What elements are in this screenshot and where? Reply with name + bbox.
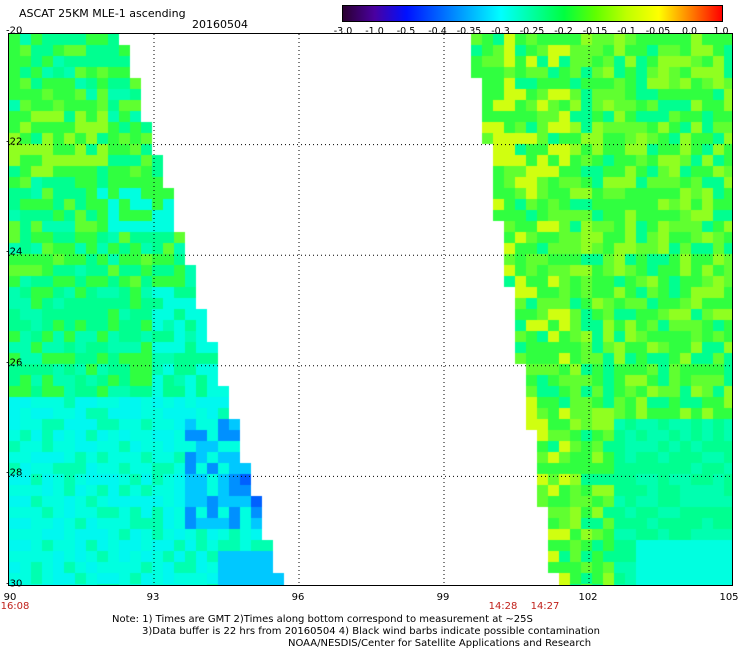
longitude-tick-label: 93 bbox=[146, 592, 160, 603]
colorbar-label: -0.35 bbox=[456, 26, 482, 37]
colorbar-label: -0.1 bbox=[617, 26, 636, 37]
colorbar-label: -0.05 bbox=[645, 26, 671, 37]
colorbar-label: -0.3 bbox=[491, 26, 510, 37]
latitude-tick-label: -30 bbox=[6, 578, 23, 590]
longitude-tick-label: 90 bbox=[3, 592, 17, 603]
time-label-mid-b: 14:27 bbox=[530, 601, 560, 612]
note-line-3: NOAA/NESDIS/Center for Satellite Applica… bbox=[288, 638, 592, 649]
wind-swath-image bbox=[9, 34, 732, 585]
latitude-tick-label: -26 bbox=[6, 357, 23, 369]
note-line-1: Note: 1) Times are GMT 2)Times along bot… bbox=[112, 614, 533, 625]
colorbar-label: -1.0 bbox=[365, 26, 384, 37]
colorbar-label: -0.5 bbox=[396, 26, 416, 37]
colorbar-label: 0.0 bbox=[681, 26, 698, 37]
longitude-tick-label: 105 bbox=[719, 592, 739, 603]
notes-block: Note: 1) Times are GMT 2)Times along bot… bbox=[112, 614, 600, 650]
map-date: 20160504 bbox=[192, 18, 248, 31]
longitude-tick-label: 99 bbox=[436, 592, 450, 603]
colorbar-label: -0.25 bbox=[519, 26, 545, 37]
colorbar-label: -3.0 bbox=[333, 26, 353, 37]
latitude-tick-label: -22 bbox=[6, 136, 23, 148]
longitude-tick-label: 96 bbox=[291, 592, 305, 603]
latitude-tick-label: -24 bbox=[6, 246, 23, 258]
longitude-tick-label: 102 bbox=[578, 592, 598, 603]
colorbar-label: 1.0 bbox=[713, 26, 729, 37]
graticule-grid bbox=[9, 34, 732, 585]
note-line-2: 3)Data buffer is 22 hrs from 20160504 4)… bbox=[142, 626, 600, 637]
colorbar-labels: -3.0 -1.0 -0.5 -0.4 -0.35 -0.3 -0.25 -0.2 -0.15-… bbox=[330, 26, 730, 38]
colorbar bbox=[342, 5, 723, 22]
map-title: ASCAT 25KM MLE-1 ascending bbox=[19, 7, 186, 20]
colorbar-label: -0.2 bbox=[554, 26, 573, 37]
colorbar-label: -0.4 bbox=[428, 26, 447, 37]
time-label-mid-a: 14:28 bbox=[488, 601, 518, 612]
map-plot-area[interactable] bbox=[8, 33, 733, 586]
latitude-tick-label: -28 bbox=[6, 467, 23, 479]
latitude-tick-label: -20 bbox=[6, 25, 23, 37]
colorbar-label: -0.15 bbox=[582, 26, 608, 37]
time-label-left: 16:08 bbox=[0, 601, 30, 612]
